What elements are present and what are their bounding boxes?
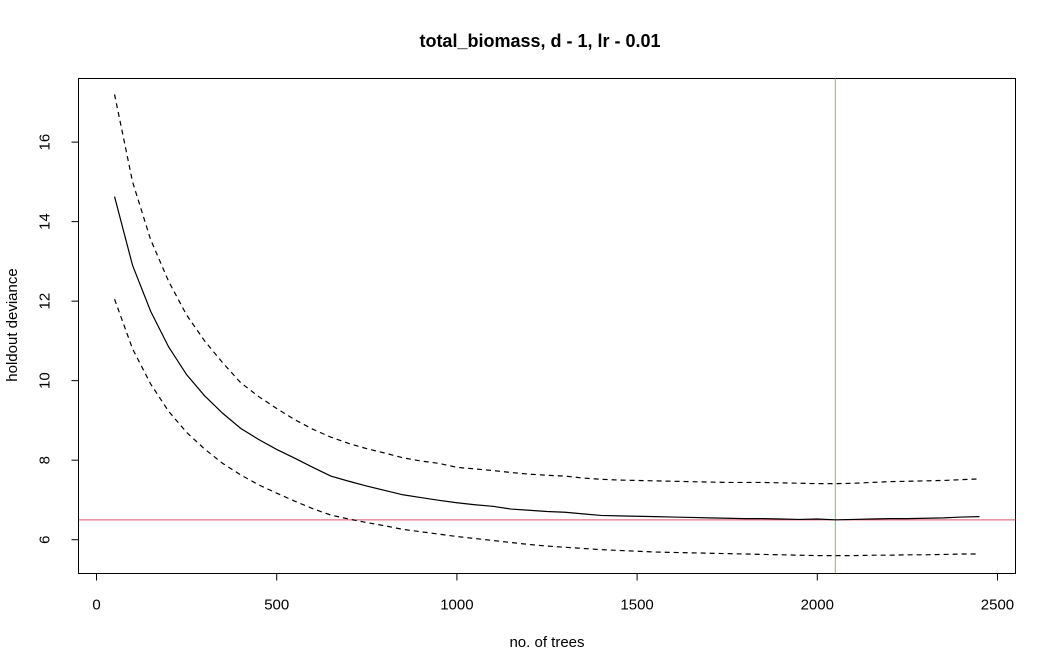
y-axis: 6 8 10 12 14 16 xyxy=(37,134,79,544)
lower-bound-line xyxy=(113,298,980,557)
y-tick-label: 6 xyxy=(37,536,54,544)
chart-title: total_biomass, d - 1, lr - 0.01 xyxy=(419,31,660,51)
x-axis-label: no. of trees xyxy=(509,634,584,651)
y-tick-label: 12 xyxy=(37,293,54,310)
x-tick-label: 1500 xyxy=(620,597,653,614)
x-tick-label: 0 xyxy=(92,597,100,614)
x-axis: 0 500 1000 1500 2000 2500 xyxy=(92,573,1014,614)
y-tick-label: 10 xyxy=(37,372,54,389)
y-tick-label: 8 xyxy=(37,456,54,464)
series-layer xyxy=(113,94,980,557)
x-tick-label: 2000 xyxy=(801,597,834,614)
x-tick-label: 2500 xyxy=(981,597,1014,614)
y-axis-label: holdout deviance xyxy=(4,268,21,381)
x-tick-label: 500 xyxy=(264,597,289,614)
x-tick-label: 1000 xyxy=(440,597,473,614)
y-tick-label: 14 xyxy=(37,213,54,230)
plot-frame xyxy=(78,78,1016,574)
y-tick-label: 16 xyxy=(37,134,54,151)
upper-bound-line xyxy=(113,94,980,485)
mean-deviance-line xyxy=(113,196,980,521)
reference-lines xyxy=(78,78,1016,574)
